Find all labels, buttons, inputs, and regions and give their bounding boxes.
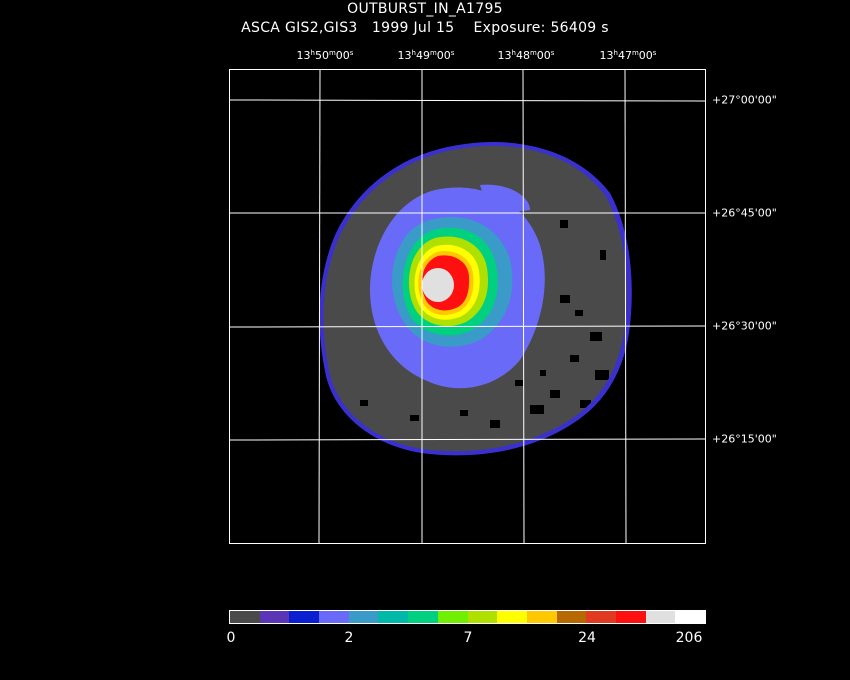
colorbar-tick-label: 0 [226, 630, 236, 646]
instrument-label: ASCA GIS2,GIS3 [241, 20, 358, 36]
dec-tick-label: +26°30'00" [712, 319, 777, 333]
colorbar-swatch [497, 611, 527, 623]
exposure-label: Exposure: 56409 s [473, 20, 609, 36]
colorbar-swatch [675, 611, 705, 623]
image-subtitle: ASCA GIS2,GIS3 1999 Jul 15 Exposure: 564… [0, 20, 850, 36]
colorbar-tick-label: 24 [578, 630, 596, 646]
image-title: OUTBURST_IN_A1795 [347, 1, 503, 17]
colorbar-swatch [348, 611, 379, 623]
colorbar-swatch [378, 611, 409, 623]
colorbar-swatch [289, 611, 320, 623]
dec-tick-label: +27°00'00" [712, 93, 777, 107]
ra-tick-label: 13h50m00s [296, 49, 354, 62]
colorbar-swatch [230, 611, 260, 623]
colorbar-swatch [556, 611, 587, 623]
colorbar [229, 610, 706, 624]
observation-date: 1999 Jul 15 [371, 20, 455, 36]
colorbar-swatch [645, 611, 676, 623]
ra-tick-label: 13h49m00s [397, 49, 455, 62]
cluster-core [422, 268, 454, 302]
ra-tick-label: 13h47m00s [599, 49, 657, 62]
colorbar-swatch [319, 611, 349, 623]
colorbar-swatch [526, 611, 557, 623]
colorbar-swatch [437, 611, 468, 623]
colorbar-swatch [467, 611, 498, 623]
colorbar-tick-label: 2 [344, 630, 354, 646]
colorbar-swatch [408, 611, 438, 623]
colorbar-swatch [259, 611, 290, 623]
colorbar-tick-label: 7 [463, 630, 473, 646]
zero-count-regions [360, 220, 609, 428]
dec-tick-label: +26°45'00" [712, 206, 777, 220]
colorbar-swatch [615, 611, 646, 623]
dec-tick-label: +26°15'00" [712, 432, 777, 446]
coordinate-grid [230, 70, 705, 543]
ra-tick-label: 13h48m00s [497, 49, 555, 62]
colorbar-tick-label: 206 [675, 630, 703, 646]
colorbar-swatch [586, 611, 616, 623]
xray-image [230, 70, 705, 543]
xray-image-panel [229, 69, 706, 544]
